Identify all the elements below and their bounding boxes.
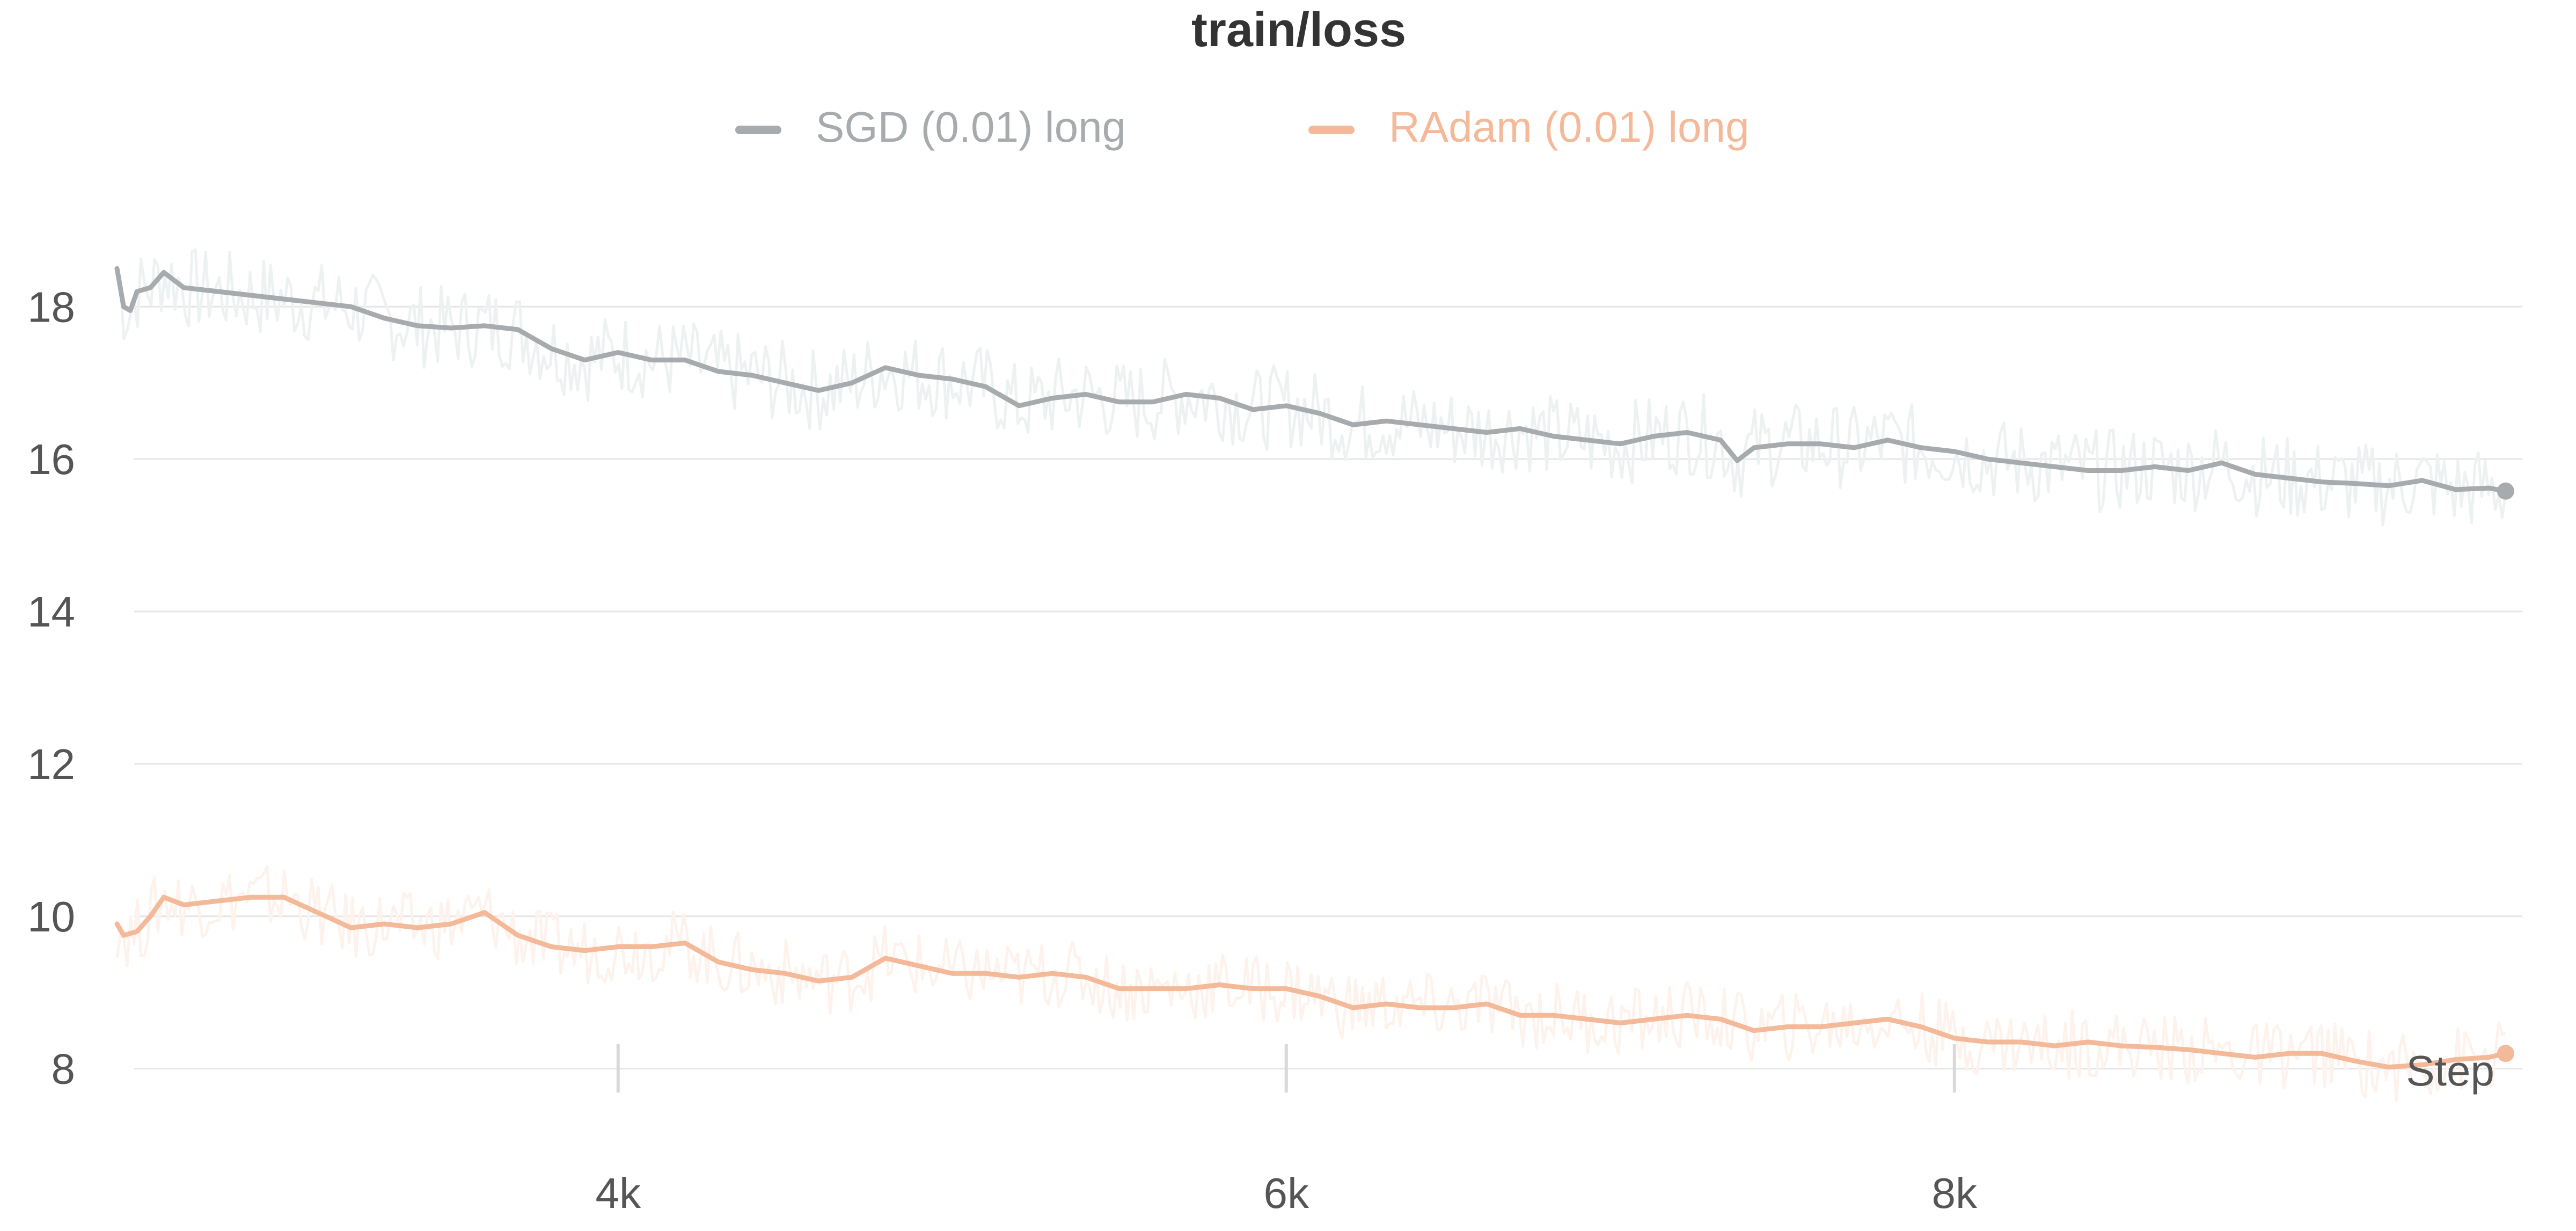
y-tick-label: 8 xyxy=(52,1045,76,1093)
x-tick-label: 8k xyxy=(1932,1169,1978,1217)
x-axis-label: Step xyxy=(2406,1047,2494,1095)
raw-noise-0 xyxy=(115,248,2507,527)
legend-label-sgd: SGD (0.01) long xyxy=(816,103,1126,151)
y-tick-label: 14 xyxy=(27,588,75,636)
y-axis-ticks: 8 10 12 14 16 18 xyxy=(27,283,75,1092)
x-tick-label: 4k xyxy=(596,1169,641,1217)
series-line-1[interactable] xyxy=(114,894,2508,1070)
y-tick-label: 16 xyxy=(27,435,75,483)
series-end-marker-0[interactable] xyxy=(2497,482,2514,500)
legend-label-radam: RAdam (0.01) long xyxy=(1389,103,1749,151)
x-tick-label: 6k xyxy=(1264,1169,1309,1217)
chart-title: train/loss xyxy=(1191,3,1406,57)
legend-item-sgd[interactable]: SGD (0.01) long xyxy=(735,103,1126,151)
raw-noise-1 xyxy=(115,865,2506,1102)
raw-noise-bands xyxy=(115,248,2507,1102)
series-lines[interactable] xyxy=(114,266,2514,1070)
legend-item-radam[interactable]: RAdam (0.01) long xyxy=(1308,103,1749,151)
x-axis-ticks: 4k 6k 8k xyxy=(596,1044,1978,1217)
y-tick-label: 18 xyxy=(27,283,75,331)
gridlines xyxy=(134,305,2522,1070)
y-tick-label: 10 xyxy=(27,893,75,941)
y-tick-label: 12 xyxy=(27,740,75,788)
legend[interactable]: SGD (0.01) long RAdam (0.01) long xyxy=(735,103,1749,151)
series-end-marker-1[interactable] xyxy=(2497,1045,2514,1062)
series-line-0[interactable] xyxy=(114,266,2508,494)
